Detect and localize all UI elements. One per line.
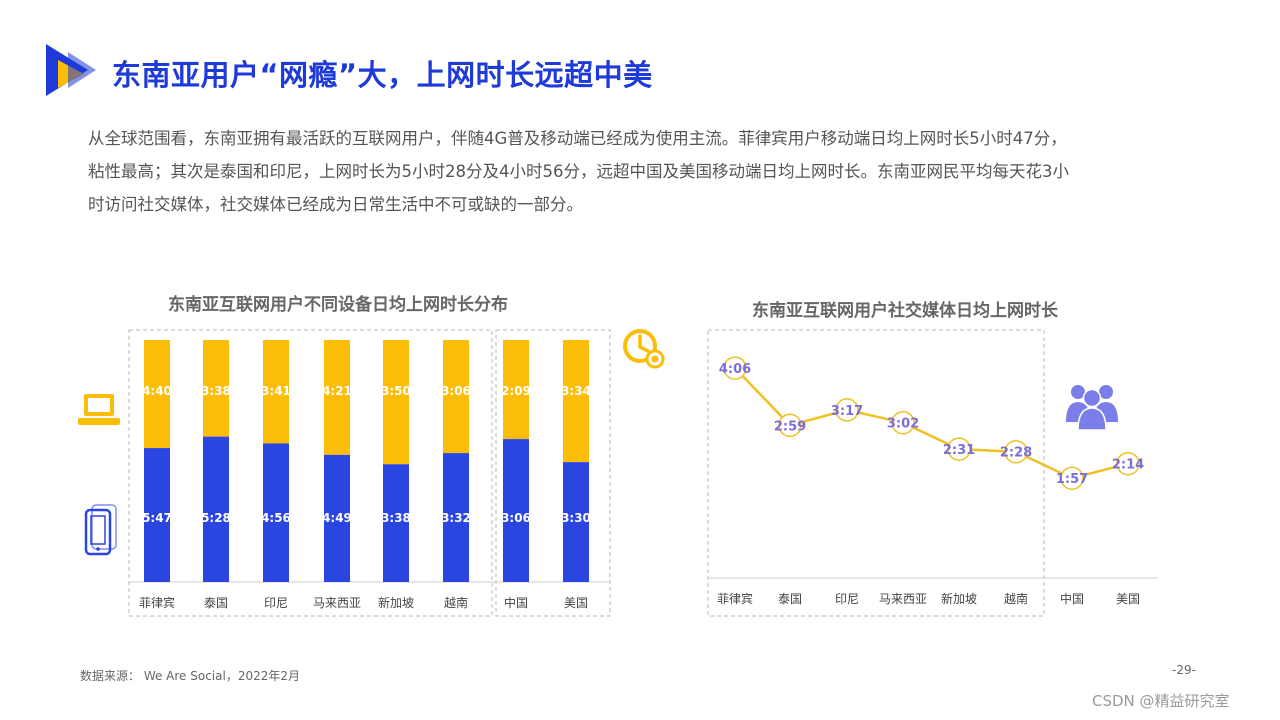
computer-bar [443, 340, 469, 454]
laptop-icon [78, 394, 120, 425]
mobile-bar [503, 439, 529, 582]
x-tick-label: 菲律宾 [139, 595, 175, 610]
intro-line: 时访问社交媒体，社交媒体已经成为日常生活中不可或缺的一部分。 [88, 195, 583, 214]
mobile-bar-label: 3:32 [441, 511, 471, 525]
intro-line: 粘性最高；其次是泰国和印尼，上网时长为5小时28分及4小时56分，远超中国及美国… [88, 162, 1069, 181]
x-tick-label: 马来西亚 [313, 596, 361, 610]
computer-bar-label: 3:06 [441, 384, 471, 398]
computer-bar [563, 340, 589, 463]
people-icon [1066, 385, 1118, 431]
x-tick-label: 印尼 [835, 592, 859, 606]
data-label: 3:17 [831, 404, 863, 419]
mobile-bar [383, 464, 409, 582]
computer-bar-label: 3:41 [261, 384, 291, 398]
computer-bar-label: 3:34 [561, 384, 591, 398]
data-source: 数据来源： We Are Social，2022年2月 [80, 669, 301, 683]
device-bar-chart: 4:40 5:47 菲律宾 3:38 5:28 泰国 3:41 4:56 印尼 4:21 4:49 马… [78, 329, 611, 617]
x-tick-label: 中国 [504, 595, 528, 610]
cn-us-group-frame [495, 329, 611, 617]
mobile-bar [563, 462, 589, 582]
data-point [778, 413, 802, 438]
mobile-bar-label: 3:38 [381, 511, 411, 525]
data-label: 3:02 [887, 417, 919, 432]
data-point [1060, 466, 1084, 490]
x-tick-label: 马来西亚 [879, 592, 927, 606]
page-title: 东南亚用户“网瘾”大，上网时长远超中美 [112, 58, 653, 92]
x-tick-label: 中国 [1060, 591, 1084, 606]
mobile-bar [443, 453, 469, 582]
computer-bar-label: 4:40 [142, 384, 172, 398]
mobile-bar [203, 436, 229, 582]
computer-bar-label: 4:21 [322, 384, 352, 398]
computer-bar [263, 340, 289, 444]
computer-bar [144, 340, 170, 449]
intro-paragraph: 从全球范围看，东南亚拥有最活跃的互联网用户，伴随4G普及移动端已经成为使用主流。… [88, 122, 1228, 221]
computer-bar [383, 340, 409, 465]
sea-group-frame [128, 329, 493, 617]
mobile-bar-label: 5:28 [201, 511, 231, 525]
x-tick-label: 新加坡 [378, 595, 414, 610]
computer-bar [503, 340, 529, 440]
mobile-bar-label: 3:06 [501, 511, 531, 525]
mobile-bar-label: 5:47 [142, 511, 172, 525]
mobile-phone-icon [84, 504, 117, 556]
computer-bar [324, 340, 350, 455]
x-tick-label: 泰国 [778, 592, 802, 606]
device-chart-title: 东南亚互联网用户不同设备日均上网时长分布 [168, 295, 508, 315]
mobile-bar-label: 4:56 [261, 511, 291, 525]
intro-line: 从全球范围看，东南亚拥有最活跃的互联网用户，伴随4G普及移动端已经成为使用主流。… [88, 129, 1067, 148]
data-label: 1:57 [1056, 472, 1088, 487]
page-number: -29- [1172, 663, 1196, 677]
x-tick-label: 新加坡 [941, 591, 977, 606]
computer-bar [203, 340, 229, 437]
data-label: 2:14 [1112, 458, 1144, 473]
watermark: CSDN @精益研究室 [1092, 692, 1230, 710]
data-point [835, 398, 859, 422]
data-point [1004, 439, 1028, 464]
mobile-bar [324, 454, 350, 582]
data-label: 2:28 [1000, 446, 1032, 461]
mobile-bar [144, 448, 170, 582]
x-tick-label: 美国 [564, 596, 588, 610]
data-point [891, 410, 915, 435]
x-tick-label: 泰国 [204, 596, 228, 610]
mobile-bar-label: 3:30 [561, 511, 591, 525]
data-label: 2:59 [774, 419, 806, 434]
mobile-bar-label: 4:49 [322, 511, 352, 525]
social-chart-title: 东南亚互联网用户社交媒体日均上网时长 [752, 301, 1058, 321]
logo-icon [46, 44, 96, 96]
data-label: 4:06 [719, 362, 751, 377]
data-point [1116, 451, 1140, 476]
x-tick-label: 美国 [1116, 592, 1140, 606]
data-label: 2:31 [943, 443, 975, 458]
clock-icon [623, 329, 665, 369]
x-tick-label: 印尼 [264, 596, 288, 610]
data-point [947, 437, 971, 461]
x-tick-label: 越南 [1004, 591, 1028, 606]
sea-group-frame [707, 329, 1045, 617]
x-tick-label: 菲律宾 [717, 591, 753, 606]
x-tick-label: 越南 [444, 595, 468, 610]
social-line-chart: 4:06 菲律宾 2:59 泰国 3:17 印尼 3:02 马来西亚 2:31 新加坡 2:28 越南… [707, 329, 1158, 617]
computer-bar-label: 3:50 [381, 384, 411, 398]
computer-bar-label: 3:38 [201, 384, 231, 398]
computer-bar-label: 2:09 [501, 384, 531, 398]
data-point [723, 356, 747, 380]
mobile-bar [263, 443, 289, 582]
